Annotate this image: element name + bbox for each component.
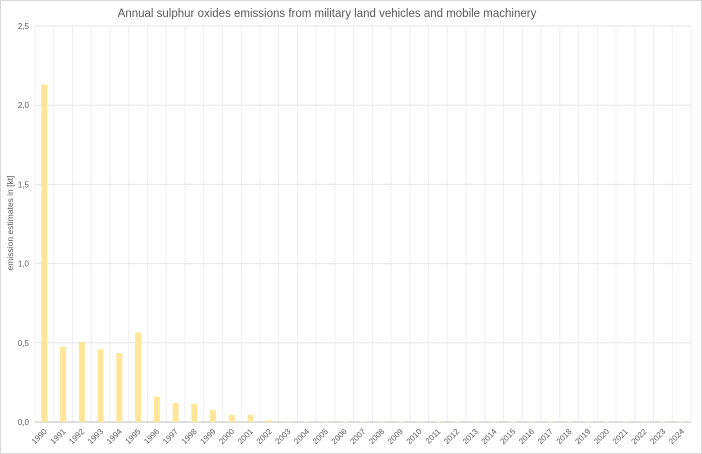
x-tick-label: 2022 [630, 427, 649, 446]
x-tick-label: 1991 [49, 427, 68, 446]
x-tick-label: 2021 [611, 427, 630, 446]
bar-1996 [153, 396, 160, 422]
x-tick-label: 2012 [442, 427, 461, 446]
y-tick-label: 2,0 [18, 101, 30, 110]
x-tick-label: 2002 [255, 427, 274, 446]
x-tick-label: 2024 [667, 427, 686, 446]
y-axis-label: emission estimates in [kt] [5, 176, 15, 271]
x-tick-label: 1995 [124, 427, 143, 446]
x-tick-label: 1994 [105, 427, 124, 446]
x-tick-label: 2014 [480, 427, 499, 446]
x-tick-label: 2016 [517, 427, 536, 446]
x-tick-label: 1999 [199, 427, 218, 446]
bar-1992 [78, 342, 85, 422]
x-tick-label: 1996 [142, 427, 161, 446]
x-tick-label: 2000 [217, 427, 236, 446]
x-tick-label: 2008 [367, 427, 386, 446]
x-tick-label: 2010 [405, 427, 424, 446]
bar-1990 [41, 84, 48, 422]
x-tick-label: 1990 [30, 427, 49, 446]
x-tick-label: 2009 [386, 427, 405, 446]
x-axis-ticks: 1990 1991 1992 1993 1994 1995 1996 1997 1998 1999… [30, 427, 687, 446]
x-tick-label: 2019 [573, 427, 592, 446]
x-tick-label: 2023 [648, 427, 667, 446]
bar-2000 [228, 414, 235, 422]
x-tick-label: 2011 [424, 427, 443, 446]
bar-1993 [97, 349, 104, 422]
y-tick-label: 0,5 [18, 339, 30, 348]
x-tick-label: 2013 [461, 427, 480, 446]
x-tick-label: 1997 [161, 427, 180, 446]
bar-1999 [210, 410, 217, 422]
bar-2002 [266, 420, 273, 422]
x-tick-label: 1993 [86, 427, 105, 446]
bar-1994 [116, 353, 123, 422]
bar-1998 [191, 403, 198, 422]
bar-1991 [60, 346, 67, 422]
chart-title: Annual sulphur oxides emissions from mil… [118, 8, 537, 20]
bar-2001 [247, 414, 254, 422]
y-tick-label: 0,0 [18, 418, 30, 427]
bar-1995 [135, 332, 142, 422]
x-tick-label: 1992 [67, 427, 86, 446]
x-tick-label: 2006 [330, 427, 349, 446]
bar-1997 [172, 402, 179, 422]
x-tick-label: 1998 [180, 427, 199, 446]
x-tick-label: 2003 [273, 427, 292, 446]
x-tick-label: 2005 [311, 427, 330, 446]
bars [41, 84, 685, 422]
x-tick-label: 2007 [348, 427, 367, 446]
gridlines [34, 25, 692, 423]
x-tick-label: 2017 [536, 427, 555, 446]
x-tick-label: 2001 [236, 427, 255, 446]
y-tick-label: 2,5 [18, 22, 30, 31]
x-tick-label: 2015 [498, 427, 517, 446]
y-tick-label: 1,0 [18, 260, 30, 269]
y-axis-ticks: 0,0 0,5 1,0 1,5 2,0 2,5 [18, 22, 30, 427]
x-tick-label: 2018 [555, 427, 574, 446]
y-tick-label: 1,5 [18, 180, 30, 189]
x-tick-label: 2020 [592, 427, 611, 446]
x-tick-label: 2004 [292, 427, 311, 446]
